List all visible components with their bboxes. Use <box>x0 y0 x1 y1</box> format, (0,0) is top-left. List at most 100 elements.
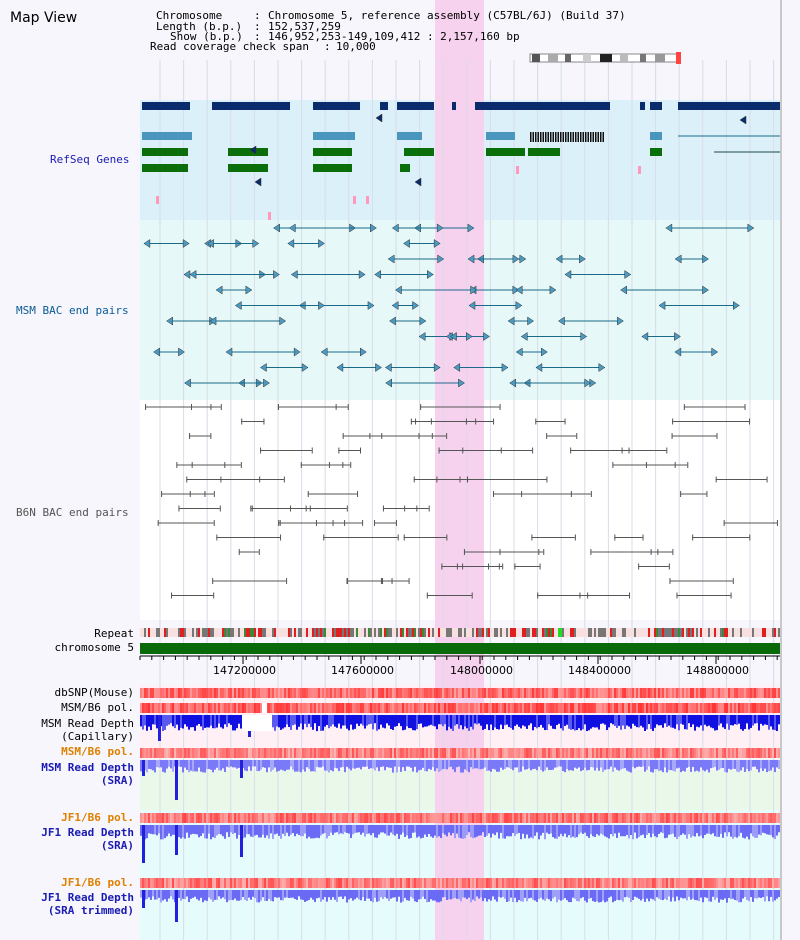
depth-bar <box>720 760 722 769</box>
heat-mark <box>426 688 428 698</box>
heat-mark <box>548 748 550 758</box>
heat-mark <box>164 878 166 888</box>
heat-mark <box>466 688 468 698</box>
track-label-msm-bac[interactable]: MSM BAC end pairs <box>16 304 129 317</box>
heat-mark <box>584 688 586 698</box>
depth-bar <box>184 760 186 768</box>
depth-bar <box>384 760 386 771</box>
heat-mark <box>298 748 300 758</box>
depth-bar <box>554 890 556 897</box>
heat-mark <box>574 703 576 713</box>
repeat-mark <box>318 628 320 637</box>
heat-mark <box>356 748 358 758</box>
depth-bar <box>672 760 674 771</box>
heat-mark <box>748 878 750 888</box>
depth-bar <box>584 715 586 725</box>
heat-mark <box>734 748 736 758</box>
depth-bar <box>178 890 180 898</box>
depth-bar <box>760 890 762 898</box>
heat-mark <box>266 813 268 823</box>
heat-mark <box>520 688 522 698</box>
depth-bar <box>692 890 694 899</box>
track-label-jf1-depth-sra: JF1 Read Depth <box>41 826 134 839</box>
heat-mark <box>506 813 508 823</box>
depth-bar <box>692 825 694 836</box>
depth-bar <box>282 890 284 901</box>
repeat-mark <box>310 628 312 637</box>
depth-bar <box>552 715 554 729</box>
depth-bar <box>166 890 168 902</box>
heat-mark <box>304 878 306 888</box>
depth-bar <box>698 890 700 902</box>
depth-bar <box>434 715 436 727</box>
depth-bar <box>502 890 504 897</box>
depth-bar <box>348 760 350 769</box>
depth-bar <box>332 825 334 835</box>
heat-mark <box>618 813 620 823</box>
depth-bar <box>572 825 574 837</box>
heat-mark <box>396 878 398 888</box>
heat-mark <box>496 748 498 758</box>
heat-mark <box>702 703 704 713</box>
snp-mark <box>268 212 271 220</box>
gene-block <box>678 102 780 110</box>
depth-bar <box>226 760 228 767</box>
heat-mark <box>718 813 720 823</box>
depth-bar <box>640 825 642 836</box>
heat-mark <box>616 688 618 698</box>
heat-mark <box>502 703 504 713</box>
depth-bar <box>576 825 578 838</box>
repeat-mark <box>314 628 316 637</box>
depth-bar <box>162 760 164 772</box>
heat-mark <box>348 748 350 758</box>
heat-mark <box>552 813 554 823</box>
depth-bar <box>286 825 288 833</box>
heat-mark <box>198 813 200 823</box>
repeat-mark <box>704 628 706 637</box>
heat-mark <box>246 813 248 823</box>
heat-mark <box>412 703 414 713</box>
depth-bar <box>590 760 592 768</box>
depth-bar <box>716 890 718 898</box>
depth-bar <box>648 890 650 902</box>
depth-bar <box>370 760 372 769</box>
bac-end <box>166 316 173 326</box>
heat-mark <box>278 688 280 698</box>
depth-bar <box>352 760 354 769</box>
heat-mark <box>530 688 532 698</box>
track-label-refseq[interactable]: RefSeq Genes <box>50 153 130 166</box>
repeat-mark <box>264 628 266 637</box>
heat-mark <box>596 878 598 888</box>
heat-mark <box>772 813 774 823</box>
depth-bar <box>466 715 468 729</box>
heat-mark <box>242 878 244 888</box>
heat-mark <box>386 703 388 713</box>
heat-mark <box>262 688 264 698</box>
repeat-mark <box>390 628 392 637</box>
repeat-mark <box>582 628 584 637</box>
repeat-mark <box>578 628 580 637</box>
track-label-b6n-bac[interactable]: B6N BAC end pairs <box>16 506 129 519</box>
info-panel: Chromosome : Chromosome 5, reference ass… <box>150 10 626 171</box>
exon-mark <box>587 132 589 142</box>
heat-mark <box>474 748 476 758</box>
repeat-mark <box>486 628 488 637</box>
bac-end <box>564 418 566 425</box>
heat-mark <box>216 878 218 888</box>
depth-bar <box>562 890 564 900</box>
depth-bar <box>254 825 256 836</box>
depth-bar <box>198 760 200 768</box>
bac-end <box>462 563 464 570</box>
heat-mark <box>646 813 648 823</box>
depth-bar <box>778 760 780 769</box>
heat-mark <box>570 703 572 713</box>
heat-mark <box>754 878 756 888</box>
depth-bar <box>648 715 650 725</box>
heat-mark <box>442 703 444 713</box>
heat-mark <box>482 813 484 823</box>
depth-bar <box>620 715 622 730</box>
bac-end <box>617 316 624 326</box>
depth-bar <box>374 825 376 838</box>
